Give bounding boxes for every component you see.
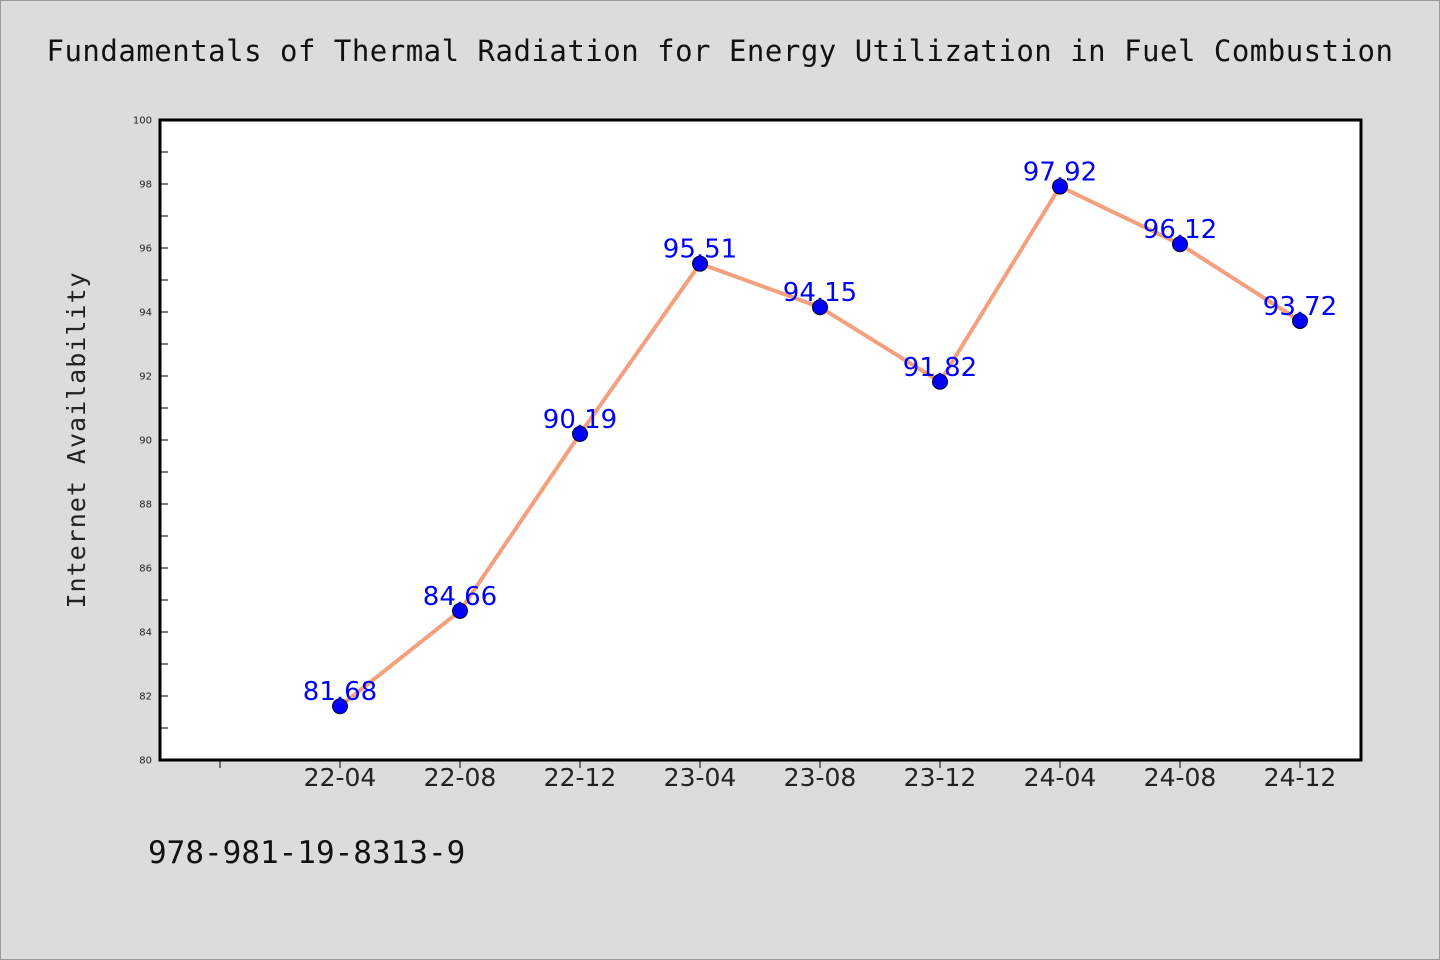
x-tick-label: 24-12	[1264, 763, 1337, 792]
y-tick-label: 82	[139, 692, 152, 703]
y-tick-label: 98	[139, 180, 152, 191]
y-tick-label: 88	[139, 500, 152, 511]
y-tick-label: 92	[139, 372, 152, 383]
y-tick-label: 90	[139, 436, 152, 447]
x-tick-label: 23-08	[784, 763, 857, 792]
y-tick-label: 94	[139, 308, 152, 319]
data-label: 81.68	[303, 677, 377, 707]
data-label: 93.72	[1263, 292, 1337, 322]
data-point	[1292, 312, 1308, 329]
data-point	[812, 299, 828, 316]
data-label: 91.82	[903, 353, 977, 383]
y-tick-label: 86	[139, 564, 152, 575]
data-label: 95.51	[663, 235, 737, 265]
data-point	[932, 373, 948, 390]
markers-layer	[332, 178, 1308, 715]
data-point	[1052, 178, 1068, 195]
data-label: 96.12	[1143, 215, 1217, 245]
data-point	[332, 698, 348, 715]
data-point	[572, 425, 588, 442]
y-tick-label: 96	[139, 244, 152, 255]
data-label: 97.92	[1023, 158, 1097, 188]
x-tick-label: 22-12	[544, 763, 617, 792]
x-tick-label: 23-12	[904, 763, 977, 792]
x-tick-label: 24-04	[1024, 763, 1097, 792]
y-tick-label: 100	[133, 116, 152, 127]
data-label: 94.15	[783, 278, 857, 308]
y-tick-label: 80	[139, 756, 152, 767]
data-label: 90.19	[543, 405, 617, 435]
y-axis-label: Internet Availability	[62, 271, 91, 608]
isbn-text: 978-981-19-8313-9	[148, 835, 466, 871]
axes: 80 82 84 86 88 90 92 94 96 98 100 22-04 22-08 22-12 23…	[133, 116, 1336, 793]
x-tick-label: 22-04	[304, 763, 377, 792]
x-tick-label: 24-08	[1144, 763, 1217, 792]
data-point	[1172, 236, 1188, 253]
plot-area	[160, 120, 1361, 760]
chart-title: Fundamentals of Thermal Radiation for En…	[46, 34, 1394, 68]
plot-border	[158, 118, 1363, 762]
y-tick-label: 84	[139, 628, 152, 639]
data-point	[692, 255, 708, 272]
x-tick-label: 23-04	[664, 763, 737, 792]
data-point	[452, 602, 468, 619]
data-label: 84.66	[423, 582, 497, 612]
data-labels-layer: 81.68 84.66 90.19 95.51 94.15 91.82 97.92 96.12…	[303, 158, 1337, 708]
x-tick-label: 22-08	[424, 763, 497, 792]
